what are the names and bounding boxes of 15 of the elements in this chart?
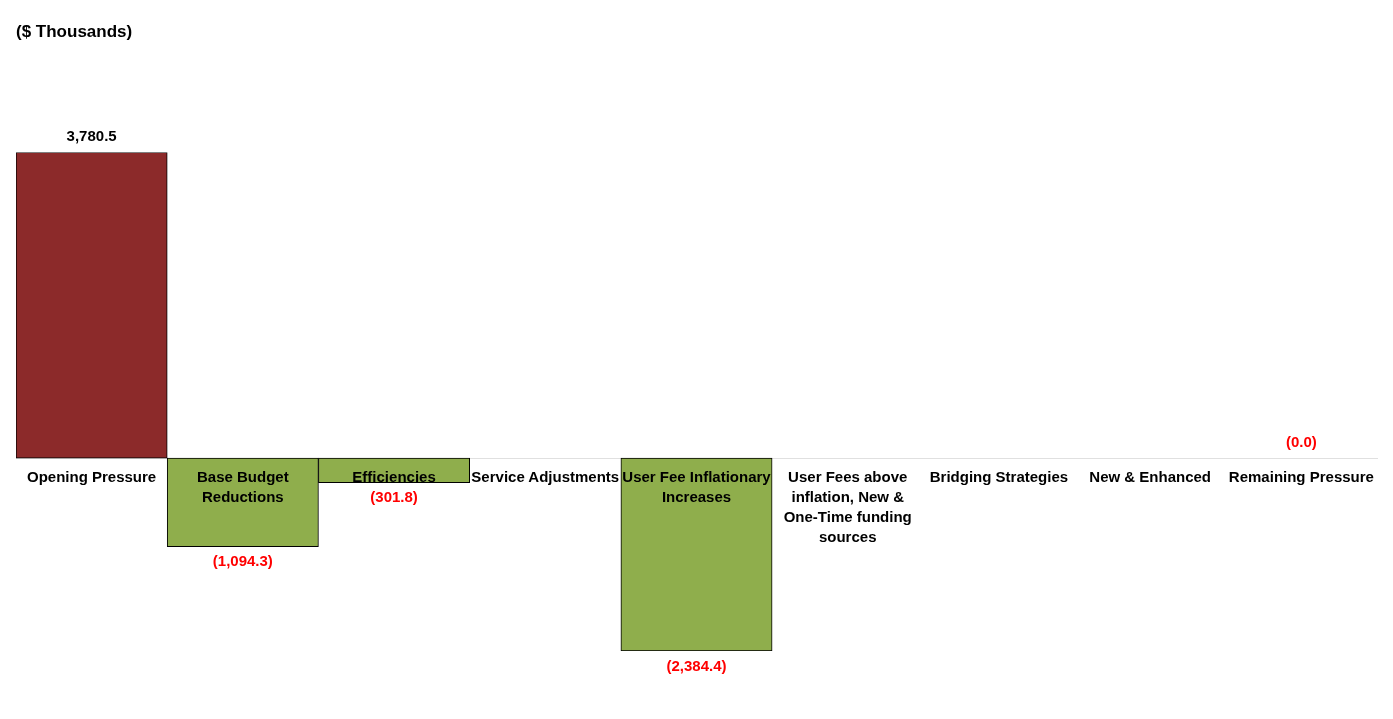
x-tick-label: Bridging Strategies [929, 467, 1069, 485]
data-label: (2,384.4) [666, 656, 727, 674]
x-tick-label: Remaining Pressure [1228, 467, 1374, 485]
x-tick-label: Opening Pressure [27, 467, 157, 485]
x-tick-label: Service Adjustments [471, 467, 620, 485]
x-tick-label: Base Budget Reductions [196, 467, 289, 505]
data-label: (0.0) [1285, 432, 1317, 450]
data-label: (301.8) [370, 488, 418, 506]
chart-title: ($ Thousands) [16, 21, 133, 41]
data-label: (1,094.3) [212, 552, 273, 570]
x-tick-label: Efficiencies [352, 467, 436, 485]
x-tick-label: User Fee Inflationary Increases [622, 467, 772, 505]
data-label: 3,780.5 [66, 127, 117, 145]
x-tick-label: New & Enhanced [1089, 467, 1212, 485]
x-tick-label: User Fees above inflation, New & One-Time funding sources [783, 467, 912, 545]
